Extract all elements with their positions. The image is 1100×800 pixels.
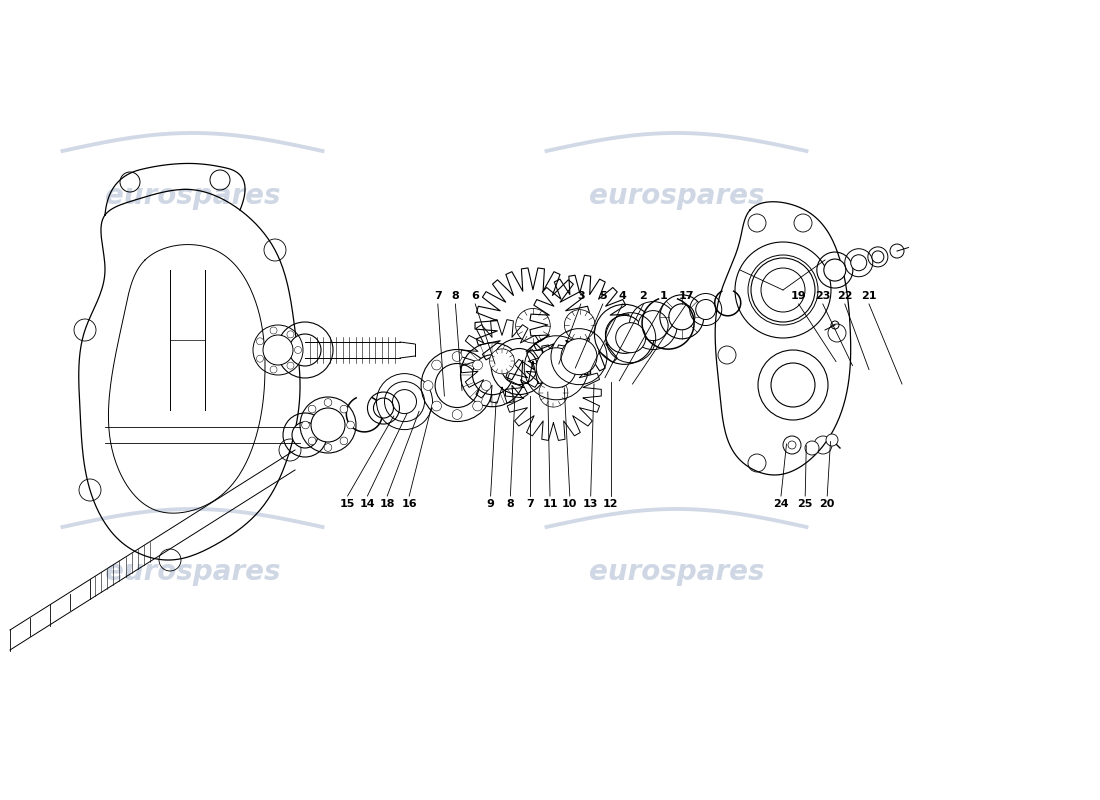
Circle shape [783,436,801,454]
Circle shape [424,381,433,390]
Circle shape [669,304,695,330]
Circle shape [324,398,332,406]
Circle shape [346,421,354,429]
Text: 7: 7 [526,499,535,509]
Text: eurospares: eurospares [104,182,280,210]
Circle shape [824,259,846,281]
Circle shape [374,398,394,418]
Text: 1: 1 [659,291,668,301]
Circle shape [850,254,867,270]
Circle shape [516,309,550,343]
Circle shape [324,444,332,451]
Circle shape [481,381,491,390]
Text: 19: 19 [791,291,806,301]
Text: 3: 3 [578,291,584,301]
Circle shape [605,315,643,354]
Text: 7: 7 [433,291,442,301]
Circle shape [295,346,301,354]
Circle shape [805,441,820,455]
Circle shape [308,437,316,445]
Text: 23: 23 [815,291,830,301]
Text: eurospares: eurospares [588,182,764,210]
Circle shape [287,331,294,338]
Text: 16: 16 [402,499,417,509]
Text: 17: 17 [679,291,694,301]
Circle shape [561,338,597,374]
Text: 12: 12 [603,499,618,509]
Circle shape [452,410,462,419]
Text: 9: 9 [486,499,495,509]
Text: 10: 10 [562,499,578,509]
Text: 25: 25 [798,499,813,509]
Circle shape [751,258,815,322]
Circle shape [452,352,462,362]
Text: eurospares: eurospares [588,558,764,586]
Circle shape [638,310,668,341]
Circle shape [473,360,483,370]
Text: 8: 8 [506,499,515,509]
Circle shape [289,334,321,366]
Text: eurospares: eurospares [104,558,280,586]
Text: 11: 11 [542,499,558,509]
Circle shape [256,338,264,345]
Circle shape [431,401,441,411]
Text: 21: 21 [861,291,877,301]
Circle shape [263,335,293,365]
Circle shape [490,349,515,374]
Circle shape [564,310,595,340]
Circle shape [539,378,568,407]
Circle shape [270,327,277,334]
Circle shape [695,299,716,319]
Circle shape [308,406,316,413]
Circle shape [761,268,805,312]
Circle shape [436,363,480,407]
Circle shape [826,434,838,446]
Text: 15: 15 [340,499,355,509]
Text: 2: 2 [639,291,648,301]
Circle shape [431,360,441,370]
Circle shape [340,437,348,445]
Text: 24: 24 [773,499,789,509]
Circle shape [270,366,277,373]
Text: 6: 6 [471,291,480,301]
Circle shape [473,354,513,394]
Circle shape [536,348,576,388]
Text: 13: 13 [583,499,598,509]
Circle shape [292,422,318,448]
Circle shape [256,355,264,362]
Circle shape [301,421,309,429]
Text: 20: 20 [820,499,835,509]
Text: 22: 22 [837,291,852,301]
Circle shape [616,322,646,353]
Circle shape [287,362,294,369]
Circle shape [473,401,483,411]
Circle shape [502,349,537,385]
Circle shape [890,244,904,258]
Circle shape [872,251,884,263]
Circle shape [311,408,345,442]
Text: 18: 18 [379,499,395,509]
Text: 8: 8 [451,291,460,301]
Text: 5: 5 [600,291,606,301]
Circle shape [340,406,348,413]
Text: 4: 4 [618,291,627,301]
Circle shape [771,363,815,407]
Text: 14: 14 [360,499,375,509]
